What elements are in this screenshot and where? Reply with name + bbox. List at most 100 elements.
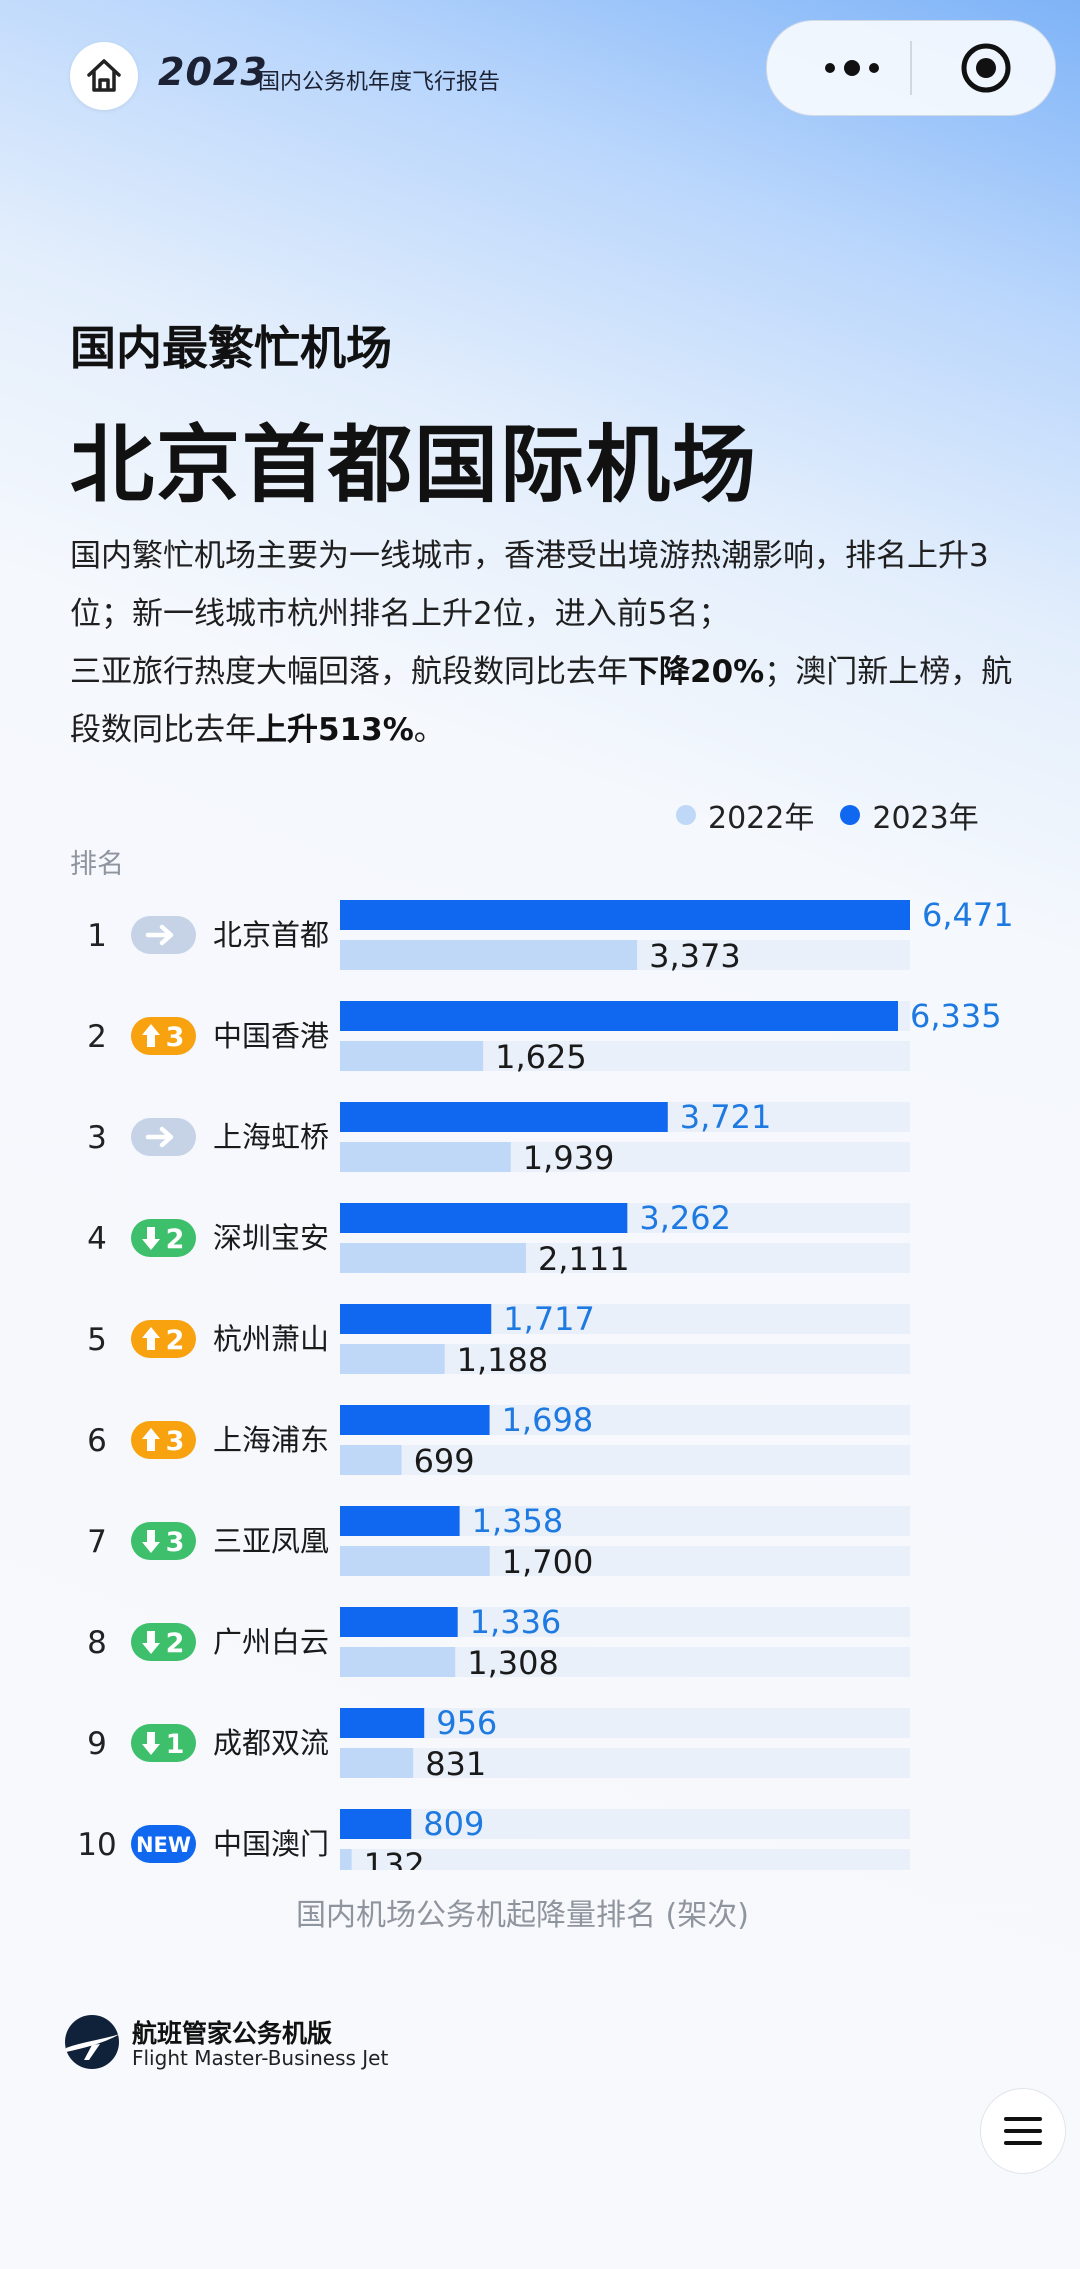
rank-number: 3 <box>87 1120 107 1156</box>
bar-2023 <box>340 1405 490 1435</box>
arrow-up-icon <box>142 1327 160 1350</box>
miniprogram-capsule <box>766 20 1056 116</box>
section-kicker: 国内最繁忙机场 <box>70 321 392 375</box>
airport-name: 广州白云 <box>213 1625 329 1659</box>
rank-change-badge <box>131 1724 196 1762</box>
legend-dot-2022 <box>676 805 696 825</box>
airport-name: 中国香港 <box>213 1019 329 1053</box>
more-dot-icon <box>869 63 879 73</box>
arrow-down-icon <box>142 1227 160 1250</box>
rank-number: 1 <box>87 918 107 954</box>
bar-label-2022: 2,111 <box>538 1240 630 1278</box>
chart-title: 国内机场公务机起降量排名 (架次) <box>296 1898 749 1933</box>
rank-number: 4 <box>87 1221 107 1257</box>
rank-number: 6 <box>87 1423 107 1459</box>
bar-label-2023: 3,721 <box>680 1098 772 1136</box>
bar-2023 <box>340 1102 668 1132</box>
bar-2022 <box>340 1142 511 1172</box>
airport-name: 杭州萧山 <box>213 1322 329 1356</box>
bar-2022 <box>340 1344 445 1374</box>
rank-number: 9 <box>87 1726 107 1762</box>
more-dot-icon <box>844 60 860 76</box>
arrow-up-icon <box>142 1428 160 1451</box>
highlight-increase: 上升513% <box>256 712 414 748</box>
rank-number: 2 <box>87 1019 107 1055</box>
bar-label-2023: 956 <box>436 1704 497 1742</box>
more-dot-icon <box>825 63 835 73</box>
description-text: 。 <box>413 712 445 748</box>
rank-change-badge <box>131 1017 196 1055</box>
bar-label-2023: 1,698 <box>502 1401 594 1439</box>
rank-change-text: NEW <box>136 1833 191 1857</box>
bar-track <box>340 1445 910 1475</box>
arrow-right-icon <box>145 1126 174 1148</box>
airport-ranking-chart: 1 北京首都 6,471 3,373 2 3 中国香港 6,335 1,625 3 上海虹桥 3,72… <box>77 896 1014 1870</box>
rank-change-badge <box>131 1219 196 1257</box>
airport-name: 三亚凤凰 <box>213 1524 329 1558</box>
close-target-icon[interactable] <box>959 41 1013 95</box>
bar-track <box>340 1849 910 1870</box>
rank-number: 7 <box>87 1524 107 1560</box>
bar-track <box>340 1748 910 1778</box>
bar-2023 <box>340 1708 425 1738</box>
menu-button[interactable] <box>980 2088 1066 2174</box>
rank-change-badge <box>131 1421 196 1459</box>
bar-2022 <box>340 940 638 970</box>
bar-label-2023: 6,335 <box>910 997 1002 1035</box>
brand-name-en: Flight Master-Business Jet <box>132 2046 389 2070</box>
bar-2022 <box>340 1748 414 1778</box>
bar-label-2023: 1,358 <box>472 1502 564 1540</box>
brand-name: 航班管家公务机版 <box>132 2019 333 2048</box>
bar-2022 <box>340 1647 456 1677</box>
rank-change-text: 2 <box>166 1325 185 1356</box>
capsule-divider <box>910 41 912 95</box>
airport-name: 成都双流 <box>213 1726 329 1760</box>
rank-number: 10 <box>77 1827 116 1863</box>
arrow-right-icon <box>145 924 174 946</box>
arrow-down-icon <box>142 1732 160 1755</box>
rank-change-text: 3 <box>166 1426 185 1457</box>
bar-label-2022: 132 <box>364 1846 425 1870</box>
bar-label-2023: 3,262 <box>639 1199 731 1237</box>
more-button[interactable] <box>807 46 897 90</box>
bar-label-2022: 3,373 <box>649 937 741 975</box>
rank-change-text: 3 <box>166 1527 185 1558</box>
rank-change-badge <box>131 1623 196 1661</box>
chart-legend: 2022年 2023年 <box>676 793 1005 837</box>
description: 国内繁忙机场主要为一线城市，香港受出境游热潮影响，排名上升3位；新一线城市杭州排… <box>70 527 1030 759</box>
bar-2022 <box>340 1546 490 1576</box>
rank-column-header: 排名 <box>70 849 124 880</box>
legend-dot-2023 <box>840 805 861 825</box>
report-year: 2023 <box>158 50 268 94</box>
rank-change-text: 2 <box>166 1628 185 1659</box>
home-button[interactable] <box>70 42 138 110</box>
report-subtitle: 国内公务机年度飞行报告 <box>258 70 501 95</box>
legend-item-2022: 2022年 <box>676 793 814 837</box>
bar-label-2022: 1,625 <box>495 1038 587 1076</box>
bar-label-2022: 1,939 <box>523 1139 615 1177</box>
rank-number: 5 <box>87 1322 107 1358</box>
page-title: 北京首都国际机场 <box>70 416 759 514</box>
bar-label-2022: 1,308 <box>467 1644 559 1682</box>
bar-label-2023: 6,471 <box>922 896 1014 934</box>
arrow-down-icon <box>142 1631 160 1654</box>
bar-2022 <box>340 1445 402 1475</box>
bar-label-2023: 809 <box>423 1805 484 1843</box>
arrow-down-icon <box>142 1530 160 1553</box>
bar-2023 <box>340 1506 460 1536</box>
legend-item-2023: 2023年 <box>840 793 979 837</box>
description-p1: 国内繁忙机场主要为一线城市，香港受出境游热潮影响，排名上升3位；新一线城市杭州排… <box>70 538 989 632</box>
bar-label-2022: 831 <box>425 1745 486 1783</box>
bar-label-2023: 1,336 <box>470 1603 562 1641</box>
airport-name: 中国澳门 <box>213 1827 329 1861</box>
bar-2023 <box>340 1001 899 1031</box>
rank-change-badge <box>131 1522 196 1560</box>
rank-number: 8 <box>87 1625 107 1661</box>
bar-2023 <box>340 1809 412 1839</box>
airport-name: 上海虹桥 <box>213 1120 329 1154</box>
bar-track <box>340 1708 910 1738</box>
bar-2023 <box>340 1203 628 1233</box>
description-text: 三亚旅行热度大幅回落，航段数同比去年 <box>70 654 628 690</box>
bar-2023 <box>340 1304 492 1334</box>
bar-2023 <box>340 900 910 930</box>
